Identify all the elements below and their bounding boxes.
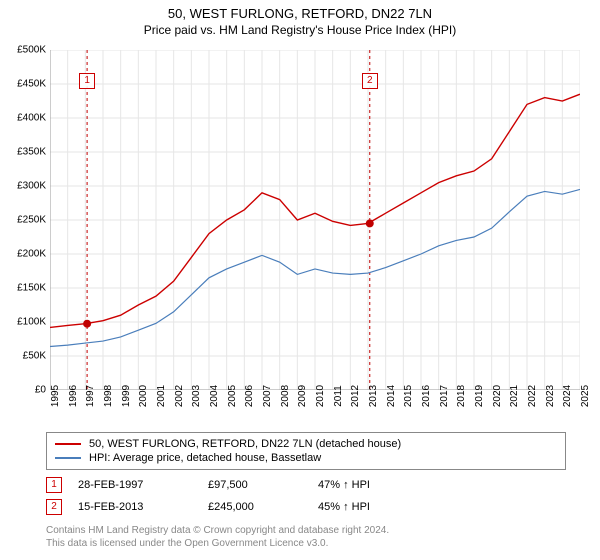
sale-marker: 2 xyxy=(46,499,62,515)
x-tick-label: 2001 xyxy=(156,385,167,407)
y-tick-label: £200K xyxy=(17,249,46,260)
x-tick-label: 2015 xyxy=(403,385,414,407)
x-tick-label: 2006 xyxy=(244,385,255,407)
y-tick-label: £100K xyxy=(17,317,46,328)
x-tick-label: 1999 xyxy=(121,385,132,407)
y-tick-label: £500K xyxy=(17,45,46,56)
x-tick-label: 2000 xyxy=(138,385,149,407)
plot-marker: 1 xyxy=(79,73,95,89)
y-tick-label: £400K xyxy=(17,113,46,124)
x-tick-label: 2011 xyxy=(333,385,344,407)
legend-label: HPI: Average price, detached house, Bass… xyxy=(89,452,321,464)
x-tick-label: 2012 xyxy=(350,385,361,407)
sales-table: 1 28-FEB-1997£97,50047% ↑ HPI 2 15-FEB-2013… xyxy=(46,474,566,518)
sale-date: 15-FEB-2013 xyxy=(78,501,208,513)
y-tick-label: £350K xyxy=(17,147,46,158)
plot-area: 12 xyxy=(50,50,580,390)
y-tick-label: £300K xyxy=(17,181,46,192)
sale-marker: 1 xyxy=(46,477,62,493)
footer-line-2: This data is licensed under the Open Gov… xyxy=(46,537,566,550)
sale-point xyxy=(366,219,374,227)
sale-row: 2 15-FEB-2013£245,00045% ↑ HPI xyxy=(46,496,566,518)
chart-title: 50, WEST FURLONG, RETFORD, DN22 7LN xyxy=(0,0,600,21)
x-tick-label: 2013 xyxy=(368,385,379,407)
x-tick-label: 2017 xyxy=(439,385,450,407)
sale-price: £245,000 xyxy=(208,501,318,513)
x-tick-label: 2023 xyxy=(545,385,556,407)
sale-comparison: 45% ↑ HPI xyxy=(318,501,428,513)
y-tick-label: £250K xyxy=(17,215,46,226)
y-tick-label: £450K xyxy=(17,79,46,90)
x-tick-label: 2008 xyxy=(280,385,291,407)
x-tick-label: 2018 xyxy=(456,385,467,407)
chart-svg xyxy=(50,50,580,390)
y-tick-label: £150K xyxy=(17,283,46,294)
legend-label: 50, WEST FURLONG, RETFORD, DN22 7LN (det… xyxy=(89,438,401,450)
x-tick-label: 2005 xyxy=(227,385,238,407)
x-tick-label: 2002 xyxy=(174,385,185,407)
x-tick-label: 2016 xyxy=(421,385,432,407)
sale-point xyxy=(83,320,91,328)
legend-swatch xyxy=(55,443,81,445)
chart-subtitle: Price paid vs. HM Land Registry's House … xyxy=(0,21,600,43)
x-axis: 1995199619971998199920002001200220032004… xyxy=(50,392,580,432)
x-tick-label: 1998 xyxy=(103,385,114,407)
x-tick-label: 2009 xyxy=(297,385,308,407)
x-tick-label: 2003 xyxy=(191,385,202,407)
footer-line-1: Contains HM Land Registry data © Crown c… xyxy=(46,524,566,537)
x-tick-label: 2014 xyxy=(386,385,397,407)
sale-price: £97,500 xyxy=(208,479,318,491)
legend-swatch xyxy=(55,457,81,459)
sale-row: 1 28-FEB-1997£97,50047% ↑ HPI xyxy=(46,474,566,496)
legend-row: HPI: Average price, detached house, Bass… xyxy=(55,451,557,465)
y-tick-label: £0 xyxy=(35,385,46,396)
y-tick-label: £50K xyxy=(23,351,46,362)
plot-marker: 2 xyxy=(362,73,378,89)
x-tick-label: 2019 xyxy=(474,385,485,407)
legend-row: 50, WEST FURLONG, RETFORD, DN22 7LN (det… xyxy=(55,437,557,451)
x-tick-label: 1996 xyxy=(68,385,79,407)
sale-comparison: 47% ↑ HPI xyxy=(318,479,428,491)
x-tick-label: 2024 xyxy=(562,385,573,407)
x-tick-label: 1997 xyxy=(85,385,96,407)
x-tick-label: 1995 xyxy=(50,385,61,407)
footer-note: Contains HM Land Registry data © Crown c… xyxy=(46,524,566,550)
x-tick-label: 2010 xyxy=(315,385,326,407)
legend: 50, WEST FURLONG, RETFORD, DN22 7LN (det… xyxy=(46,432,566,470)
y-axis: £0£50K£100K£150K£200K£250K£300K£350K£400… xyxy=(0,50,50,390)
x-tick-label: 2004 xyxy=(209,385,220,407)
x-tick-label: 2025 xyxy=(580,385,591,407)
x-tick-label: 2007 xyxy=(262,385,273,407)
x-tick-label: 2020 xyxy=(492,385,503,407)
x-tick-label: 2021 xyxy=(509,385,520,407)
sale-date: 28-FEB-1997 xyxy=(78,479,208,491)
x-tick-label: 2022 xyxy=(527,385,538,407)
